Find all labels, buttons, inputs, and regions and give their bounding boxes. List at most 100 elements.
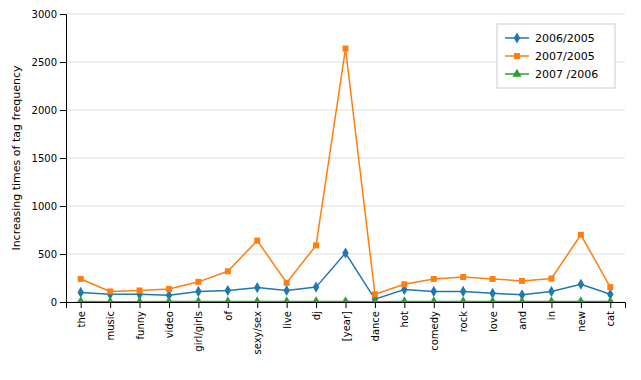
data-point	[78, 276, 84, 282]
x-tick-mark	[434, 302, 435, 308]
y-tick-mark	[60, 14, 66, 15]
x-tick: music	[105, 302, 116, 341]
x-tick-label: dj	[311, 311, 322, 320]
x-tick: funny	[135, 302, 146, 339]
data-point	[194, 296, 203, 302]
legend-item: 2007 /2006	[505, 68, 598, 81]
y-tick: 1000	[32, 201, 66, 212]
data-point	[548, 275, 554, 281]
x-tick-mark	[81, 302, 82, 308]
x-tick: girl/girls	[193, 302, 204, 352]
y-tick-mark	[60, 158, 66, 159]
data-point	[254, 282, 260, 293]
x-tick: new	[576, 302, 587, 332]
x-axis-line	[67, 303, 626, 309]
grid-line	[66, 206, 625, 207]
data-point	[282, 296, 291, 302]
data-point	[576, 296, 585, 302]
data-point	[606, 296, 615, 302]
series-line	[81, 253, 611, 299]
x-tick-label: hot	[399, 311, 410, 327]
data-point	[225, 285, 231, 296]
data-point	[460, 286, 466, 297]
x-tick-mark	[493, 302, 494, 308]
legend-box	[497, 24, 615, 88]
x-tick: in	[546, 302, 557, 320]
data-point	[342, 247, 348, 258]
x-tick: live	[282, 302, 293, 329]
data-point	[490, 276, 496, 282]
x-tick-mark	[551, 302, 552, 308]
x-tick-label: of	[223, 311, 234, 321]
y-axis-line	[60, 15, 67, 303]
data-point	[429, 296, 438, 302]
x-tick-label: dance	[370, 311, 381, 341]
legend-item: 2007/2005	[505, 50, 595, 63]
legend: 2006/20052007/20052007 /2006	[497, 24, 615, 88]
data-point	[431, 286, 437, 297]
x-tick-mark	[316, 302, 317, 308]
grid	[66, 14, 625, 302]
data-point	[488, 296, 497, 302]
data-point	[460, 274, 466, 280]
data-point	[135, 296, 144, 302]
data-point	[578, 279, 584, 290]
y-tick-mark	[60, 206, 66, 207]
data-point	[519, 278, 525, 284]
y-tick-label: 500	[38, 249, 57, 260]
x-tick-label: love	[488, 311, 499, 332]
y-tick-mark	[60, 110, 66, 111]
data-point	[225, 268, 231, 274]
legend-label: 2007/2005	[535, 50, 595, 63]
legend-symbol	[514, 32, 520, 43]
data-point	[107, 288, 113, 294]
x-tick: dance	[370, 302, 381, 341]
data-point	[283, 285, 289, 296]
data-point	[547, 296, 556, 302]
data-point	[341, 296, 350, 302]
y-tick: 500	[38, 249, 66, 260]
data-point	[313, 282, 319, 293]
legend-label: 2007 /2006	[535, 68, 598, 81]
x-tick-label: funny	[135, 311, 146, 340]
x-tick: the	[76, 302, 87, 327]
x-tick: love	[488, 302, 499, 332]
x-tick-label: cat	[605, 311, 616, 327]
x-tick-label: new	[576, 311, 587, 332]
data-point	[372, 291, 378, 297]
grid-line	[66, 110, 625, 111]
y-tick: 3000	[32, 9, 66, 20]
data-point	[400, 296, 409, 302]
x-tick-mark	[404, 302, 405, 308]
data-point	[312, 296, 321, 302]
plot: themusicfunnyvideogirl/girlsofsexy/sexli…	[32, 9, 626, 355]
y-tick-label: 1500	[32, 153, 57, 164]
y-tick-mark	[60, 302, 66, 303]
x-tick-mark	[110, 302, 111, 308]
data-point	[195, 286, 201, 297]
x-tick-mark	[375, 302, 376, 308]
x-tick-mark	[198, 302, 199, 308]
data-point	[284, 280, 290, 286]
x-tick-label: video	[164, 311, 175, 338]
data-point	[195, 279, 201, 285]
x-tick-label: live	[282, 311, 293, 329]
y-tick-label: 2000	[32, 105, 57, 116]
data-point	[254, 238, 260, 244]
x-tick-label: music	[105, 311, 116, 341]
y-tick-label: 3000	[32, 9, 57, 20]
x-tick-mark	[169, 302, 170, 308]
data-point	[166, 286, 172, 292]
x-tick: comedy	[429, 302, 440, 351]
x-axis: themusicfunnyvideogirl/girlsofsexy/sexli…	[67, 302, 626, 355]
data-point	[370, 296, 379, 302]
x-tick: video	[164, 302, 175, 338]
x-tick-mark	[257, 302, 258, 308]
data-point	[343, 46, 349, 52]
y-tick: 2500	[32, 57, 66, 68]
x-tick-mark	[581, 302, 582, 308]
data-point	[137, 287, 143, 293]
x-tick-label: [year]	[341, 311, 352, 341]
x-tick: and	[517, 302, 528, 330]
data-point	[313, 242, 319, 248]
